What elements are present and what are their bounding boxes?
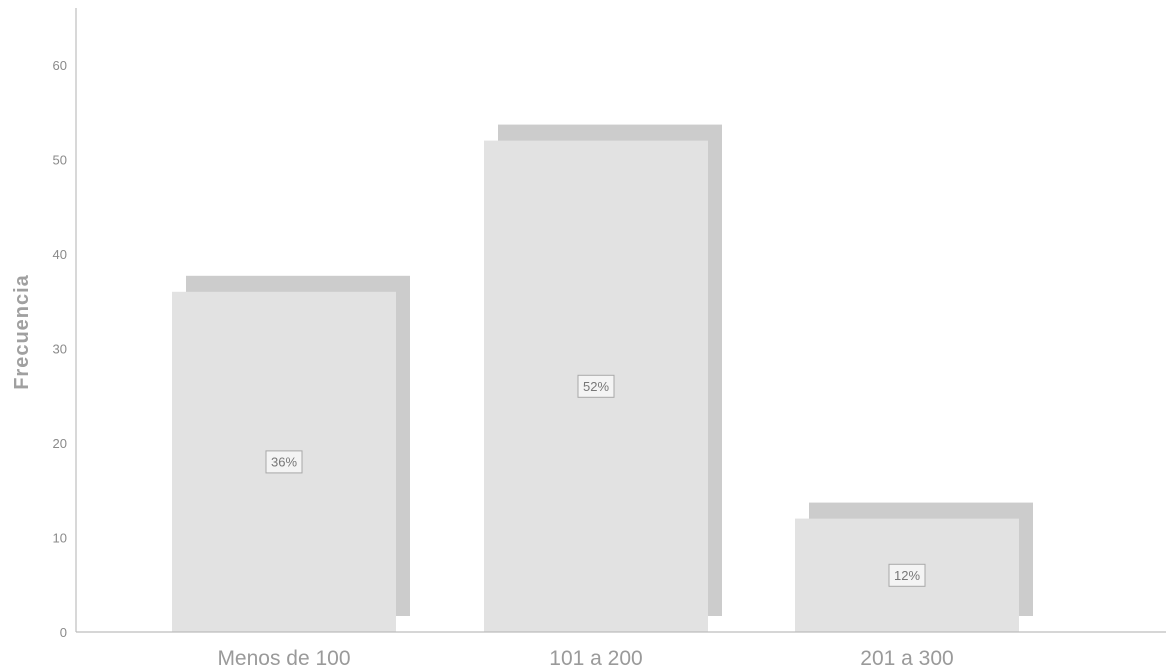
y-tick-label: 50 [53,153,67,168]
data-label: 52% [577,374,615,398]
y-tick-label: 60 [53,58,67,73]
category-label: Menos de 100 [217,647,350,670]
data-label-box [577,374,615,398]
data-labels: 36% 52% 12% [265,374,926,587]
category-label: 101 a 200 [549,647,642,670]
data-label-box [265,450,303,474]
y-axis-title: Frecuencia [11,274,33,390]
y-tick-label: 0 [60,625,67,640]
data-label: 36% [265,450,303,474]
data-label-box [888,563,926,587]
data-label: 12% [888,563,926,587]
y-tick-label: 10 [53,531,67,546]
data-label-text: 12% [894,568,920,583]
axes-layer [75,8,1166,633]
y-tick-labels: 0 10 20 30 40 50 60 [53,58,67,640]
y-tick-label: 40 [53,247,67,262]
category-label: 201 a 300 [860,647,953,670]
y-tick-label: 30 [53,342,67,357]
category-labels: Menos de 100 101 a 200 201 a 300 [217,647,953,670]
y-tick-label: 20 [53,436,67,451]
data-label-text: 52% [583,379,609,394]
data-label-text: 36% [271,454,297,469]
